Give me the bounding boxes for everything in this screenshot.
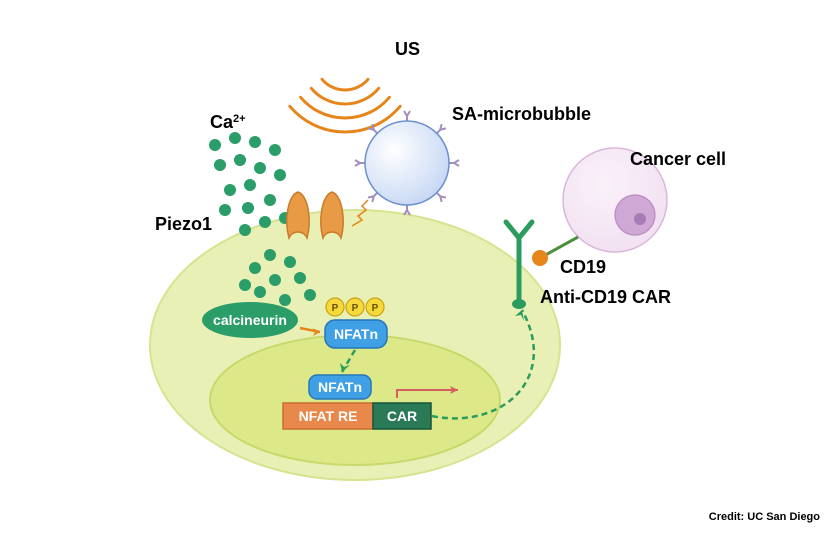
ca-ion — [264, 194, 276, 206]
ca-ion — [269, 144, 281, 156]
nfatn-nucleus-text: NFATn — [318, 379, 362, 395]
anti-cd19-car-label: Anti-CD19 CAR — [540, 287, 671, 307]
sa-microbubble — [365, 121, 449, 205]
ca-ion — [214, 159, 226, 171]
us-label: US — [395, 39, 420, 59]
ca2-label: Ca2+ — [210, 112, 246, 132]
ca-ion — [254, 286, 266, 298]
sa-microbubble-label: SA-microbubble — [452, 104, 591, 124]
ultrasound-arc — [322, 79, 368, 90]
cd19-head — [532, 250, 548, 266]
ca-ion — [242, 202, 254, 214]
microbubble-receptor-stem — [437, 193, 441, 197]
ca-ion — [229, 132, 241, 144]
ca-ion — [274, 169, 286, 181]
ca-ion — [284, 256, 296, 268]
cd19-label: CD19 — [560, 257, 606, 277]
credit-text: Credit: UC San Diego — [709, 511, 820, 523]
nfat-re-text: NFAT RE — [299, 408, 358, 424]
ca-ion — [239, 224, 251, 236]
microbubble-receptor-stem — [374, 130, 378, 134]
ca-ion — [254, 162, 266, 174]
cancer-nucleus — [615, 195, 655, 235]
microbubble-receptor-stem — [437, 130, 441, 134]
ca-ion — [239, 279, 251, 291]
ca-ion — [234, 154, 246, 166]
svg-text:P: P — [352, 303, 359, 314]
ca-ion — [269, 274, 281, 286]
piezo1-channel — [287, 192, 309, 238]
svg-text:P: P — [372, 303, 379, 314]
cancer-cell-label: Cancer cell — [630, 149, 726, 169]
ca-ion — [249, 262, 261, 274]
ca-ion — [294, 272, 306, 284]
ca-ion — [219, 204, 231, 216]
piezo1-label: Piezo1 — [155, 214, 212, 234]
ca-ion — [249, 136, 261, 148]
ca-ion — [304, 289, 316, 301]
ca-ion — [279, 294, 291, 306]
calcineurin-text: calcineurin — [213, 312, 287, 328]
ultrasound-arc — [301, 97, 390, 118]
ca-ion — [224, 184, 236, 196]
svg-text:P: P — [332, 303, 339, 314]
piezo1-channel — [321, 192, 343, 238]
svg-text:Ca2+: Ca2+ — [210, 112, 246, 132]
ca-ion — [244, 179, 256, 191]
car-gene-text: CAR — [387, 408, 417, 424]
microbubble-receptor-stem — [374, 193, 378, 197]
ca-ion — [259, 216, 271, 228]
ca-ion — [264, 249, 276, 261]
nfatn-cyto-text: NFATn — [334, 326, 378, 342]
ca-ion — [209, 139, 221, 151]
cell-nucleus — [210, 335, 500, 465]
